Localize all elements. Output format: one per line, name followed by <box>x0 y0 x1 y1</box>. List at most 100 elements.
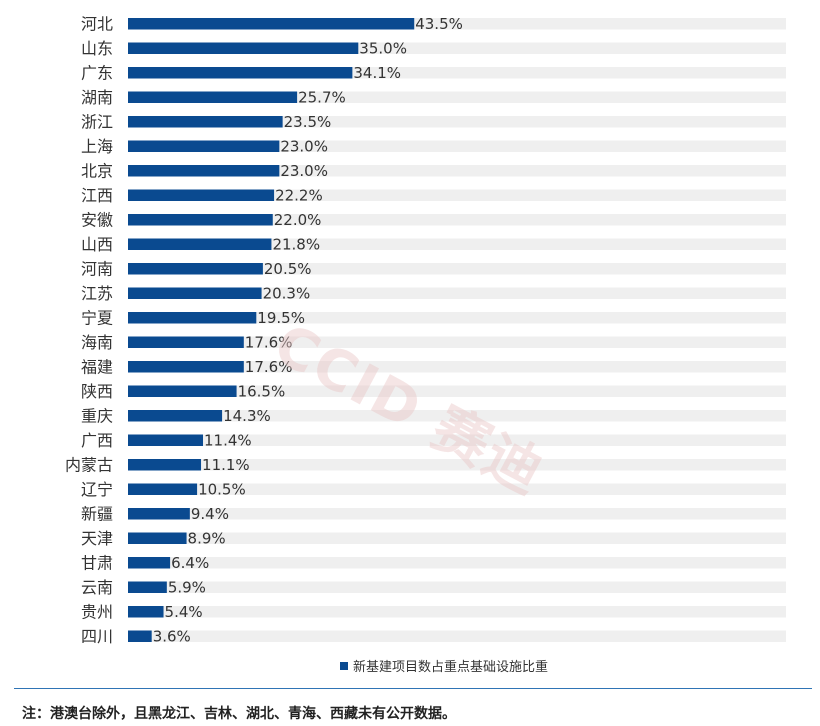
value-label: 35.0% <box>359 39 407 57</box>
value-label: 23.0% <box>280 162 328 180</box>
bar <box>128 116 283 128</box>
bar-track <box>128 287 786 299</box>
category-label: 河北 <box>81 14 113 33</box>
bar-track <box>128 263 786 275</box>
footnote-divider <box>14 688 812 689</box>
bar-track <box>128 483 786 495</box>
value-label: 16.5% <box>238 382 286 400</box>
value-label: 11.1% <box>202 456 250 474</box>
bar-track <box>128 214 786 226</box>
legend-label: 新基建项目数占重点基础设施比重 <box>353 660 549 675</box>
bar-track <box>128 165 786 177</box>
value-label: 9.4% <box>191 505 229 523</box>
bar-track <box>128 91 786 103</box>
category-label: 湖南 <box>81 88 113 107</box>
value-label: 23.0% <box>280 137 328 155</box>
value-label: 3.6% <box>153 627 191 645</box>
value-label: 17.6% <box>245 358 293 376</box>
bar-track <box>128 459 786 471</box>
bar <box>128 581 167 593</box>
category-label: 广东 <box>81 63 113 82</box>
bar-track <box>128 238 786 250</box>
bar <box>128 67 353 79</box>
bar <box>128 238 272 250</box>
category-label: 河南 <box>81 259 113 278</box>
value-label: 17.6% <box>245 333 293 351</box>
category-label: 重庆 <box>81 406 113 425</box>
category-label: 四川 <box>81 627 113 646</box>
bar <box>128 189 275 201</box>
bar <box>128 508 190 520</box>
value-label: 21.8% <box>272 235 320 253</box>
bar-track <box>128 581 786 593</box>
value-label: 23.5% <box>284 113 332 131</box>
bar-track <box>128 18 786 30</box>
bar <box>128 483 198 495</box>
bar <box>128 532 187 544</box>
category-label: 山东 <box>81 39 113 58</box>
category-label: 辽宁 <box>81 480 113 499</box>
bar-track <box>128 361 786 373</box>
bar-track <box>128 508 786 520</box>
bar <box>128 263 263 275</box>
bar-track <box>128 532 786 544</box>
bar <box>128 165 280 177</box>
footnote: 注：港澳台除外，且黑龙江、吉林、湖北、青海、西藏未有公开数据。 <box>22 706 456 722</box>
bar-track <box>128 189 786 201</box>
bar <box>128 434 204 446</box>
bar-track <box>128 312 786 324</box>
category-label: 甘肃 <box>81 553 113 572</box>
bar <box>128 312 257 324</box>
bar <box>128 42 359 54</box>
bar-track <box>128 42 786 54</box>
value-label: 5.9% <box>168 578 206 596</box>
legend: 新基建项目数占重点基础设施比重 <box>340 656 548 675</box>
bar <box>128 385 237 397</box>
bar-track <box>128 116 786 128</box>
bar-track <box>128 410 786 422</box>
category-label: 海南 <box>81 333 113 352</box>
legend-swatch <box>340 661 348 670</box>
bar-track <box>128 67 786 79</box>
bar <box>128 459 202 471</box>
bar-track <box>128 630 786 642</box>
bar <box>128 410 223 422</box>
category-label: 云南 <box>81 578 113 597</box>
bar-track <box>128 606 786 618</box>
category-label: 浙江 <box>81 112 113 131</box>
value-label: 20.3% <box>263 284 311 302</box>
category-label: 安徽 <box>81 210 113 229</box>
bar-track <box>128 385 786 397</box>
bar <box>128 18 415 30</box>
bar <box>128 557 171 569</box>
category-label: 贵州 <box>81 602 113 621</box>
value-label: 6.4% <box>171 554 209 572</box>
category-label: 广西 <box>81 431 113 450</box>
bar <box>128 336 244 348</box>
bar <box>128 91 298 103</box>
category-label: 宁夏 <box>81 308 113 327</box>
value-label: 20.5% <box>264 260 312 278</box>
category-label: 新疆 <box>81 504 113 523</box>
category-label: 上海 <box>81 137 113 156</box>
category-label: 北京 <box>81 161 113 180</box>
value-label: 19.5% <box>257 309 305 327</box>
bar-track <box>128 140 786 152</box>
category-label: 山西 <box>81 235 113 254</box>
value-label: 11.4% <box>204 431 252 449</box>
category-label: 陕西 <box>81 382 113 401</box>
value-label: 14.3% <box>223 407 271 425</box>
bar <box>128 214 273 226</box>
value-label: 5.4% <box>165 603 203 621</box>
value-label: 10.5% <box>198 480 246 498</box>
value-label: 8.9% <box>188 529 226 547</box>
value-label: 22.2% <box>275 186 323 204</box>
value-label: 34.1% <box>353 64 401 82</box>
bar-track <box>128 434 786 446</box>
bar-chart: 河北 43.5% 山东 35.0% 广东 34.1% 湖南 25.7% 浙江 23.5% 上海 23.… <box>65 14 786 646</box>
bar <box>128 361 244 373</box>
category-label: 天津 <box>81 529 113 548</box>
bar-track <box>128 557 786 569</box>
value-label: 25.7% <box>298 88 346 106</box>
category-label: 江西 <box>81 186 113 205</box>
